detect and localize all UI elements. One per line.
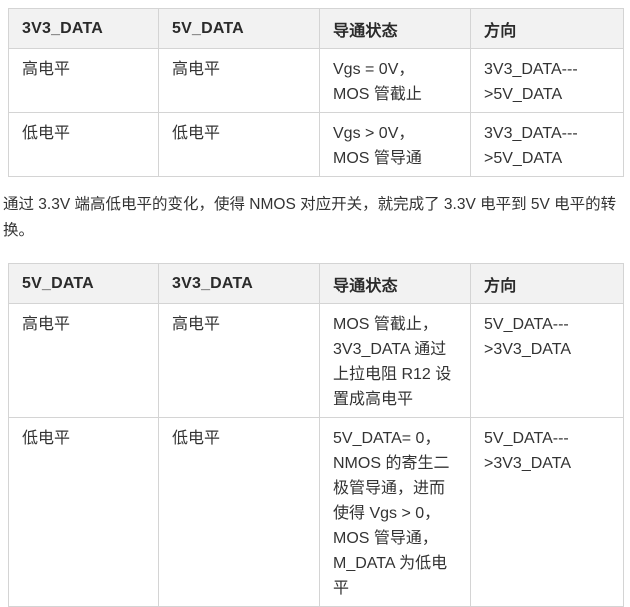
table-row: 高电平 高电平 MOS 管截止， 3V3_DATA 通过 上拉电阻 R12 设 … — [8, 303, 624, 418]
table-cell: 高电平 — [158, 48, 320, 113]
explanation-paragraph: 通过 3.3V 端高低电平的变化，使得 NMOS 对应开关，就完成了 3.3V … — [3, 196, 617, 239]
column-header-direction: 方向 — [470, 263, 624, 304]
table-header-row: 5V_DATA 3V3_DATA 导通状态 方向 — [8, 263, 624, 304]
table-cell: 低电平 — [8, 112, 159, 177]
table-cell: 高电平 — [8, 48, 159, 113]
column-header-direction: 方向 — [470, 8, 624, 49]
table-cell: 5V_DATA= 0， NMOS 的寄生二 极管导通，进而 使得 Vgs > 0… — [319, 417, 471, 607]
table-cell: MOS 管截止， 3V3_DATA 通过 上拉电阻 R12 设 置成高电平 — [319, 303, 471, 418]
table-row: 低电平 低电平 5V_DATA= 0， NMOS 的寄生二 极管导通，进而 使得… — [8, 417, 624, 607]
table-cell: Vgs > 0V， MOS 管导通 — [319, 112, 471, 177]
column-header-5v-data: 5V_DATA — [158, 8, 320, 49]
column-header-3v3-data: 3V3_DATA — [8, 8, 159, 49]
table-cell: 5V_DATA--- >3V3_DATA — [470, 303, 624, 418]
table-cell: 高电平 — [8, 303, 159, 418]
table-cell: 低电平 — [8, 417, 159, 607]
table-3v3-to-5v: 3V3_DATA 5V_DATA 导通状态 方向 高电平 高电平 Vgs = 0… — [8, 8, 624, 177]
column-header-conduction-state: 导通状态 — [319, 263, 471, 304]
table-cell: 3V3_DATA--- >5V_DATA — [470, 112, 624, 177]
table-cell: 5V_DATA--- >3V3_DATA — [470, 417, 624, 607]
table-row: 高电平 高电平 Vgs = 0V， MOS 管截止 3V3_DATA--- >5… — [8, 48, 624, 113]
table-cell: 3V3_DATA--- >5V_DATA — [470, 48, 624, 113]
column-header-5v-data: 5V_DATA — [8, 263, 159, 304]
table-cell: 高电平 — [158, 303, 320, 418]
table-cell: 低电平 — [158, 112, 320, 177]
column-header-conduction-state: 导通状态 — [319, 8, 471, 49]
table-cell: Vgs = 0V， MOS 管截止 — [319, 48, 471, 113]
table-cell: 低电平 — [158, 417, 320, 607]
table-header-row: 3V3_DATA 5V_DATA 导通状态 方向 — [8, 8, 624, 49]
column-header-3v3-data: 3V3_DATA — [158, 263, 320, 304]
table-5v-to-3v3: 5V_DATA 3V3_DATA 导通状态 方向 高电平 高电平 MOS 管截止… — [8, 263, 624, 607]
table-row: 低电平 低电平 Vgs > 0V， MOS 管导通 3V3_DATA--- >5… — [8, 112, 624, 177]
